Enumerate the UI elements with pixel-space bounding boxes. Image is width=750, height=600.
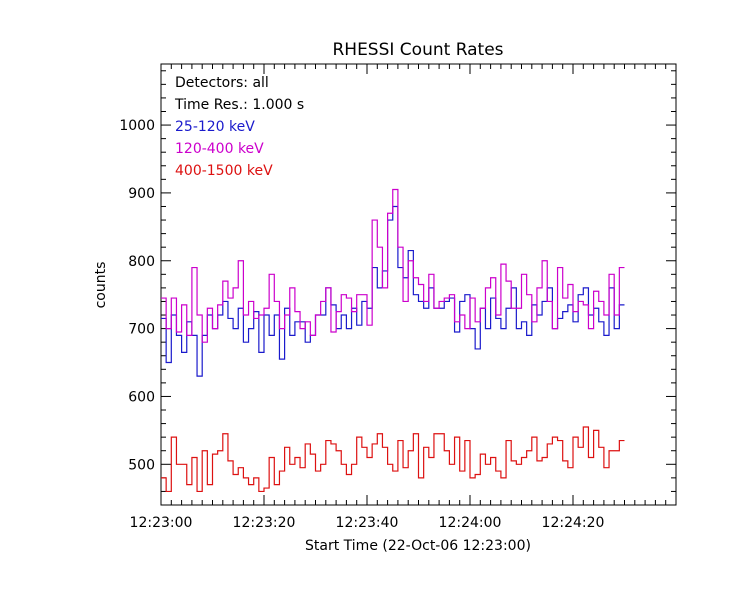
legend-series-25-120: 25-120 keV [175,119,255,135]
y-tick-label: 700 [128,322,155,338]
x-axis-label: Start Time (22-Oct-06 12:23:00) [305,538,531,554]
y-tick-label: 1000 [119,118,155,134]
x-tick-label: 12:23:00 [130,515,193,531]
chart-title: RHESSI Count Rates [332,40,503,60]
x-tick-label: 12:23:40 [336,515,399,531]
legend: Detectors: all Time Res.: 1.000 s 25-120… [174,75,304,179]
y-tick-label: 900 [128,186,155,202]
legend-series-120-400: 120-400 keV [175,141,264,157]
series-line-400-1500-kev [161,426,625,493]
x-tick-label: 12:23:20 [233,515,296,531]
legend-detectors: Detectors: all [175,75,269,91]
legend-series-400-1500: 400-1500 keV [175,163,273,179]
y-axis: 500 600 700 800 900 1000 [119,70,676,506]
y-tick-label: 500 [128,457,155,473]
x-tick-label: 12:24:20 [542,515,605,531]
x-axis: 12:23:00 12:23:20 12:23:40 12:24:00 12:24:20 [130,64,667,531]
y-axis-label: counts [93,262,109,309]
y-tick-label: 600 [128,389,155,405]
series-layer [161,188,625,493]
series-line-120-400-kev [161,188,625,343]
x-tick-label: 12:24:00 [439,515,502,531]
legend-time-resolution: Time Res.: 1.000 s [174,97,304,113]
y-tick-label: 800 [128,254,155,270]
